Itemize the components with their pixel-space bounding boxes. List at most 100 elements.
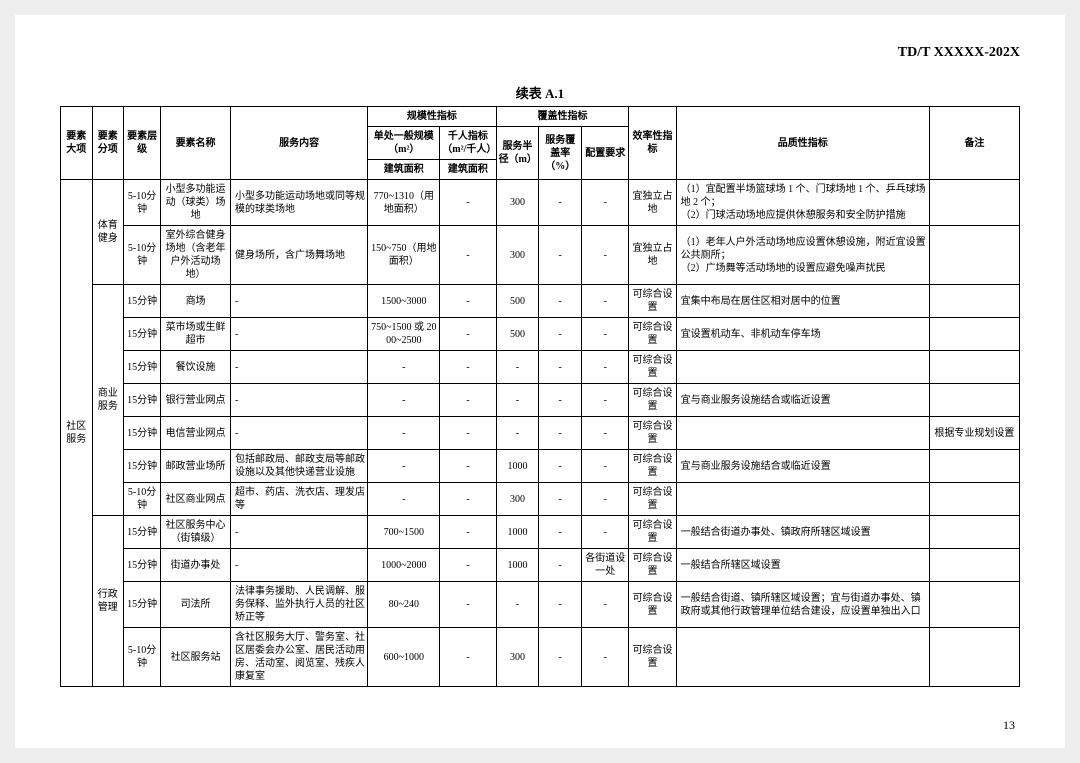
eff-cell: 宜独立占地 xyxy=(629,180,676,226)
cfg-cell: - xyxy=(582,450,629,483)
cfg-cell: - xyxy=(582,384,629,417)
h-grp-scale: 规模性指标 xyxy=(368,107,496,127)
svc-cell: - xyxy=(230,417,367,450)
note-cell xyxy=(929,318,1019,351)
svc-cell: - xyxy=(230,351,367,384)
scale-cell: 1000~2000 xyxy=(368,549,440,582)
note-cell xyxy=(929,450,1019,483)
svc-cell: - xyxy=(230,549,367,582)
lvl-cell: 5-10分钟 xyxy=(124,483,161,516)
per-cell: - xyxy=(440,582,496,628)
scale-cell: - xyxy=(368,417,440,450)
rad-cell: 500 xyxy=(496,285,539,318)
name-cell: 菜市场或生鲜超市 xyxy=(161,318,231,351)
h-col7b: 服务覆盖率（%） xyxy=(539,127,582,180)
qual-cell: （1）宜配置半场篮球场 1 个、门球场地 1 个、乒乓球场地 2 个；（2）门球… xyxy=(676,180,929,226)
table-row: 15分钟餐饮设施------可综合设置 xyxy=(61,351,1020,384)
rad-cell: 1000 xyxy=(496,549,539,582)
name-cell: 商场 xyxy=(161,285,231,318)
eff-cell: 可综合设置 xyxy=(629,483,676,516)
cfg-cell: - xyxy=(582,180,629,226)
per-cell: - xyxy=(440,450,496,483)
lvl-cell: 15分钟 xyxy=(124,318,161,351)
eff-cell: 可综合设置 xyxy=(629,628,676,687)
lvl-cell: 5-10分钟 xyxy=(124,226,161,285)
per-cell: - xyxy=(440,180,496,226)
eff-cell: 可综合设置 xyxy=(629,318,676,351)
cov-cell: - xyxy=(539,628,582,687)
h-col5: 服务内容 xyxy=(230,107,367,180)
table-row: 行政管理15分钟社区服务中心（街镇级）-700~1500-1000--可综合设置… xyxy=(61,516,1020,549)
table-title: 续表 A.1 xyxy=(60,83,1020,102)
h-col11: 备注 xyxy=(929,107,1019,180)
cov-cell: - xyxy=(539,549,582,582)
rad-cell: 300 xyxy=(496,628,539,687)
per-cell: - xyxy=(440,417,496,450)
page-number: 13 xyxy=(1003,718,1015,733)
note-cell: 根据专业规划设置 xyxy=(929,417,1019,450)
cfg-cell: - xyxy=(582,226,629,285)
cfg-cell: - xyxy=(582,628,629,687)
rad-cell: 1000 xyxy=(496,450,539,483)
h-col7a: 服务半径（m） xyxy=(496,127,539,180)
name-cell: 室外综合健身场地（含老年户外活动场地） xyxy=(161,226,231,285)
cfg-cell: - xyxy=(582,516,629,549)
per-cell: - xyxy=(440,628,496,687)
page: TD/T XXXXX-202X 续表 A.1 要素大项 要素分项 要素层级 要素… xyxy=(15,15,1065,748)
table-row: 社区服务体育健身5-10分钟小型多功能运动（球类）场地小型多功能运动场地或同等规… xyxy=(61,180,1020,226)
table-row: 15分钟邮政营业场所包括邮政局、邮政支局等邮政设施以及其他快递营业设施--100… xyxy=(61,450,1020,483)
table-row: 15分钟银行营业网点------可综合设置宜与商业服务设施结合或临近设置 xyxy=(61,384,1020,417)
per-cell: - xyxy=(440,226,496,285)
qual-cell: 宜与商业服务设施结合或临近设置 xyxy=(676,384,929,417)
note-cell xyxy=(929,549,1019,582)
svc-cell: 法律事务援助、人民调解、服务保释、监外执行人员的社区矫正等 xyxy=(230,582,367,628)
rad-cell: 300 xyxy=(496,226,539,285)
qual-cell xyxy=(676,483,929,516)
scale-cell: 750~1500 或 2000~2500 xyxy=(368,318,440,351)
cfg-cell: - xyxy=(582,483,629,516)
note-cell xyxy=(929,582,1019,628)
eff-cell: 宜独立占地 xyxy=(629,226,676,285)
eff-cell: 可综合设置 xyxy=(629,285,676,318)
table-row: 15分钟电信营业网点------可综合设置根据专业规划设置 xyxy=(61,417,1020,450)
rad-cell: 500 xyxy=(496,318,539,351)
name-cell: 司法所 xyxy=(161,582,231,628)
cfg-cell: - xyxy=(582,318,629,351)
scale-cell: 600~1000 xyxy=(368,628,440,687)
cfg-cell: - xyxy=(582,582,629,628)
cat-cell: 商业服务 xyxy=(92,285,124,516)
scale-cell: 150~750（用地面积） xyxy=(368,226,440,285)
eff-cell: 可综合设置 xyxy=(629,516,676,549)
lvl-cell: 5-10分钟 xyxy=(124,628,161,687)
name-cell: 社区商业网点 xyxy=(161,483,231,516)
svc-cell: - xyxy=(230,516,367,549)
h-grp-cover: 覆盖性指标 xyxy=(496,107,629,127)
name-cell: 银行营业网点 xyxy=(161,384,231,417)
note-cell xyxy=(929,384,1019,417)
scale-cell: 700~1500 xyxy=(368,516,440,549)
qual-cell: 一般结合所辖区域设置 xyxy=(676,549,929,582)
per-cell: - xyxy=(440,516,496,549)
lvl-cell: 15分钟 xyxy=(124,516,161,549)
rad-cell: 1000 xyxy=(496,516,539,549)
scale-cell: - xyxy=(368,450,440,483)
name-cell: 街道办事处 xyxy=(161,549,231,582)
h-col9: 效率性指标 xyxy=(629,107,676,180)
cfg-cell: 各街道设一处 xyxy=(582,549,629,582)
qual-cell: 宜设置机动车、非机动车停车场 xyxy=(676,318,929,351)
cov-cell: - xyxy=(539,384,582,417)
svc-cell: 包括邮政局、邮政支局等邮政设施以及其他快递营业设施 xyxy=(230,450,367,483)
lvl-cell: 15分钟 xyxy=(124,351,161,384)
rad-cell: 300 xyxy=(496,483,539,516)
name-cell: 电信营业网点 xyxy=(161,417,231,450)
svc-cell: 小型多功能运动场地或同等规模的球类场地 xyxy=(230,180,367,226)
cov-cell: - xyxy=(539,180,582,226)
note-cell xyxy=(929,483,1019,516)
cov-cell: - xyxy=(539,318,582,351)
rad-cell: - xyxy=(496,582,539,628)
lvl-cell: 15分钟 xyxy=(124,285,161,318)
scale-cell: 1500~3000 xyxy=(368,285,440,318)
h-col6b-sub: 建筑面积 xyxy=(440,160,496,180)
lvl-cell: 15分钟 xyxy=(124,384,161,417)
qual-cell: 一般结合街道办事处、镇政府所辖区域设置 xyxy=(676,516,929,549)
